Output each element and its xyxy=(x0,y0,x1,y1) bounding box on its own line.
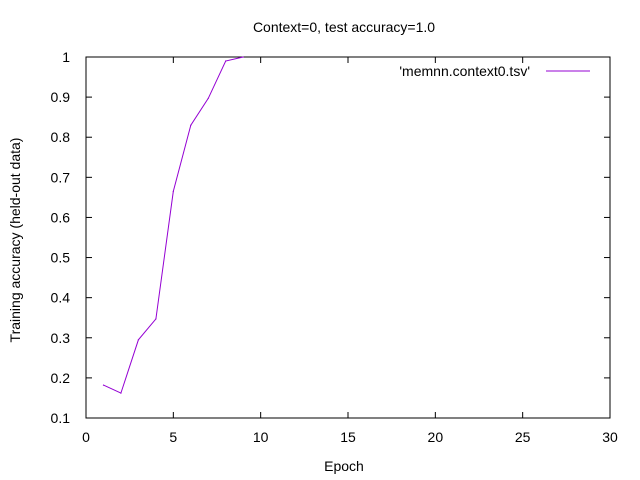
y-axis-label: Training accuracy (held-out data) xyxy=(7,138,23,343)
legend-entry-label: 'memnn.context0.tsv' xyxy=(399,63,530,79)
y-tick-label: 1 xyxy=(62,49,70,65)
x-tick-label: 15 xyxy=(340,429,356,445)
y-tick-label: 0.7 xyxy=(51,169,71,185)
y-tick-label: 0.3 xyxy=(51,330,71,346)
x-tick-label: 10 xyxy=(253,429,269,445)
tick-labels: 0 5 10 15 20 25 30 0.1 0.2 0.3 0.4 0.5 0.6 0.7 0.8 0.9 1 xyxy=(51,49,618,445)
data-point xyxy=(102,384,105,386)
data-point xyxy=(242,56,244,58)
legend: 'memnn.context0.tsv' xyxy=(399,63,590,79)
y-tick-label: 0.4 xyxy=(51,290,71,306)
x-tick-label: 25 xyxy=(515,429,531,445)
x-tick-label: 30 xyxy=(602,429,618,445)
data-point xyxy=(207,97,209,99)
data-point xyxy=(225,60,227,62)
data-point xyxy=(155,318,157,320)
data-point xyxy=(120,392,122,394)
series-line xyxy=(103,56,244,394)
y-tick-label: 0.9 xyxy=(51,89,71,105)
y-tick-label: 0.1 xyxy=(51,410,71,426)
y-tick-label: 0.5 xyxy=(51,250,71,266)
y-tick-label: 0.2 xyxy=(51,370,71,386)
y-tick-label: 0.8 xyxy=(51,129,71,145)
chart-title: Context=0, test accuracy=1.0 xyxy=(253,19,435,35)
x-axis-label: Epoch xyxy=(324,458,364,474)
x-tick-label: 5 xyxy=(169,429,177,445)
x-tick-label: 0 xyxy=(82,429,90,445)
plot-frame xyxy=(85,56,611,419)
x-tick-label: 20 xyxy=(428,429,444,445)
series-layer xyxy=(102,56,244,394)
data-point xyxy=(137,339,139,341)
data-point xyxy=(172,190,174,192)
tick-marks xyxy=(85,56,611,419)
data-point xyxy=(190,124,192,126)
y-tick-label: 0.6 xyxy=(51,209,71,225)
